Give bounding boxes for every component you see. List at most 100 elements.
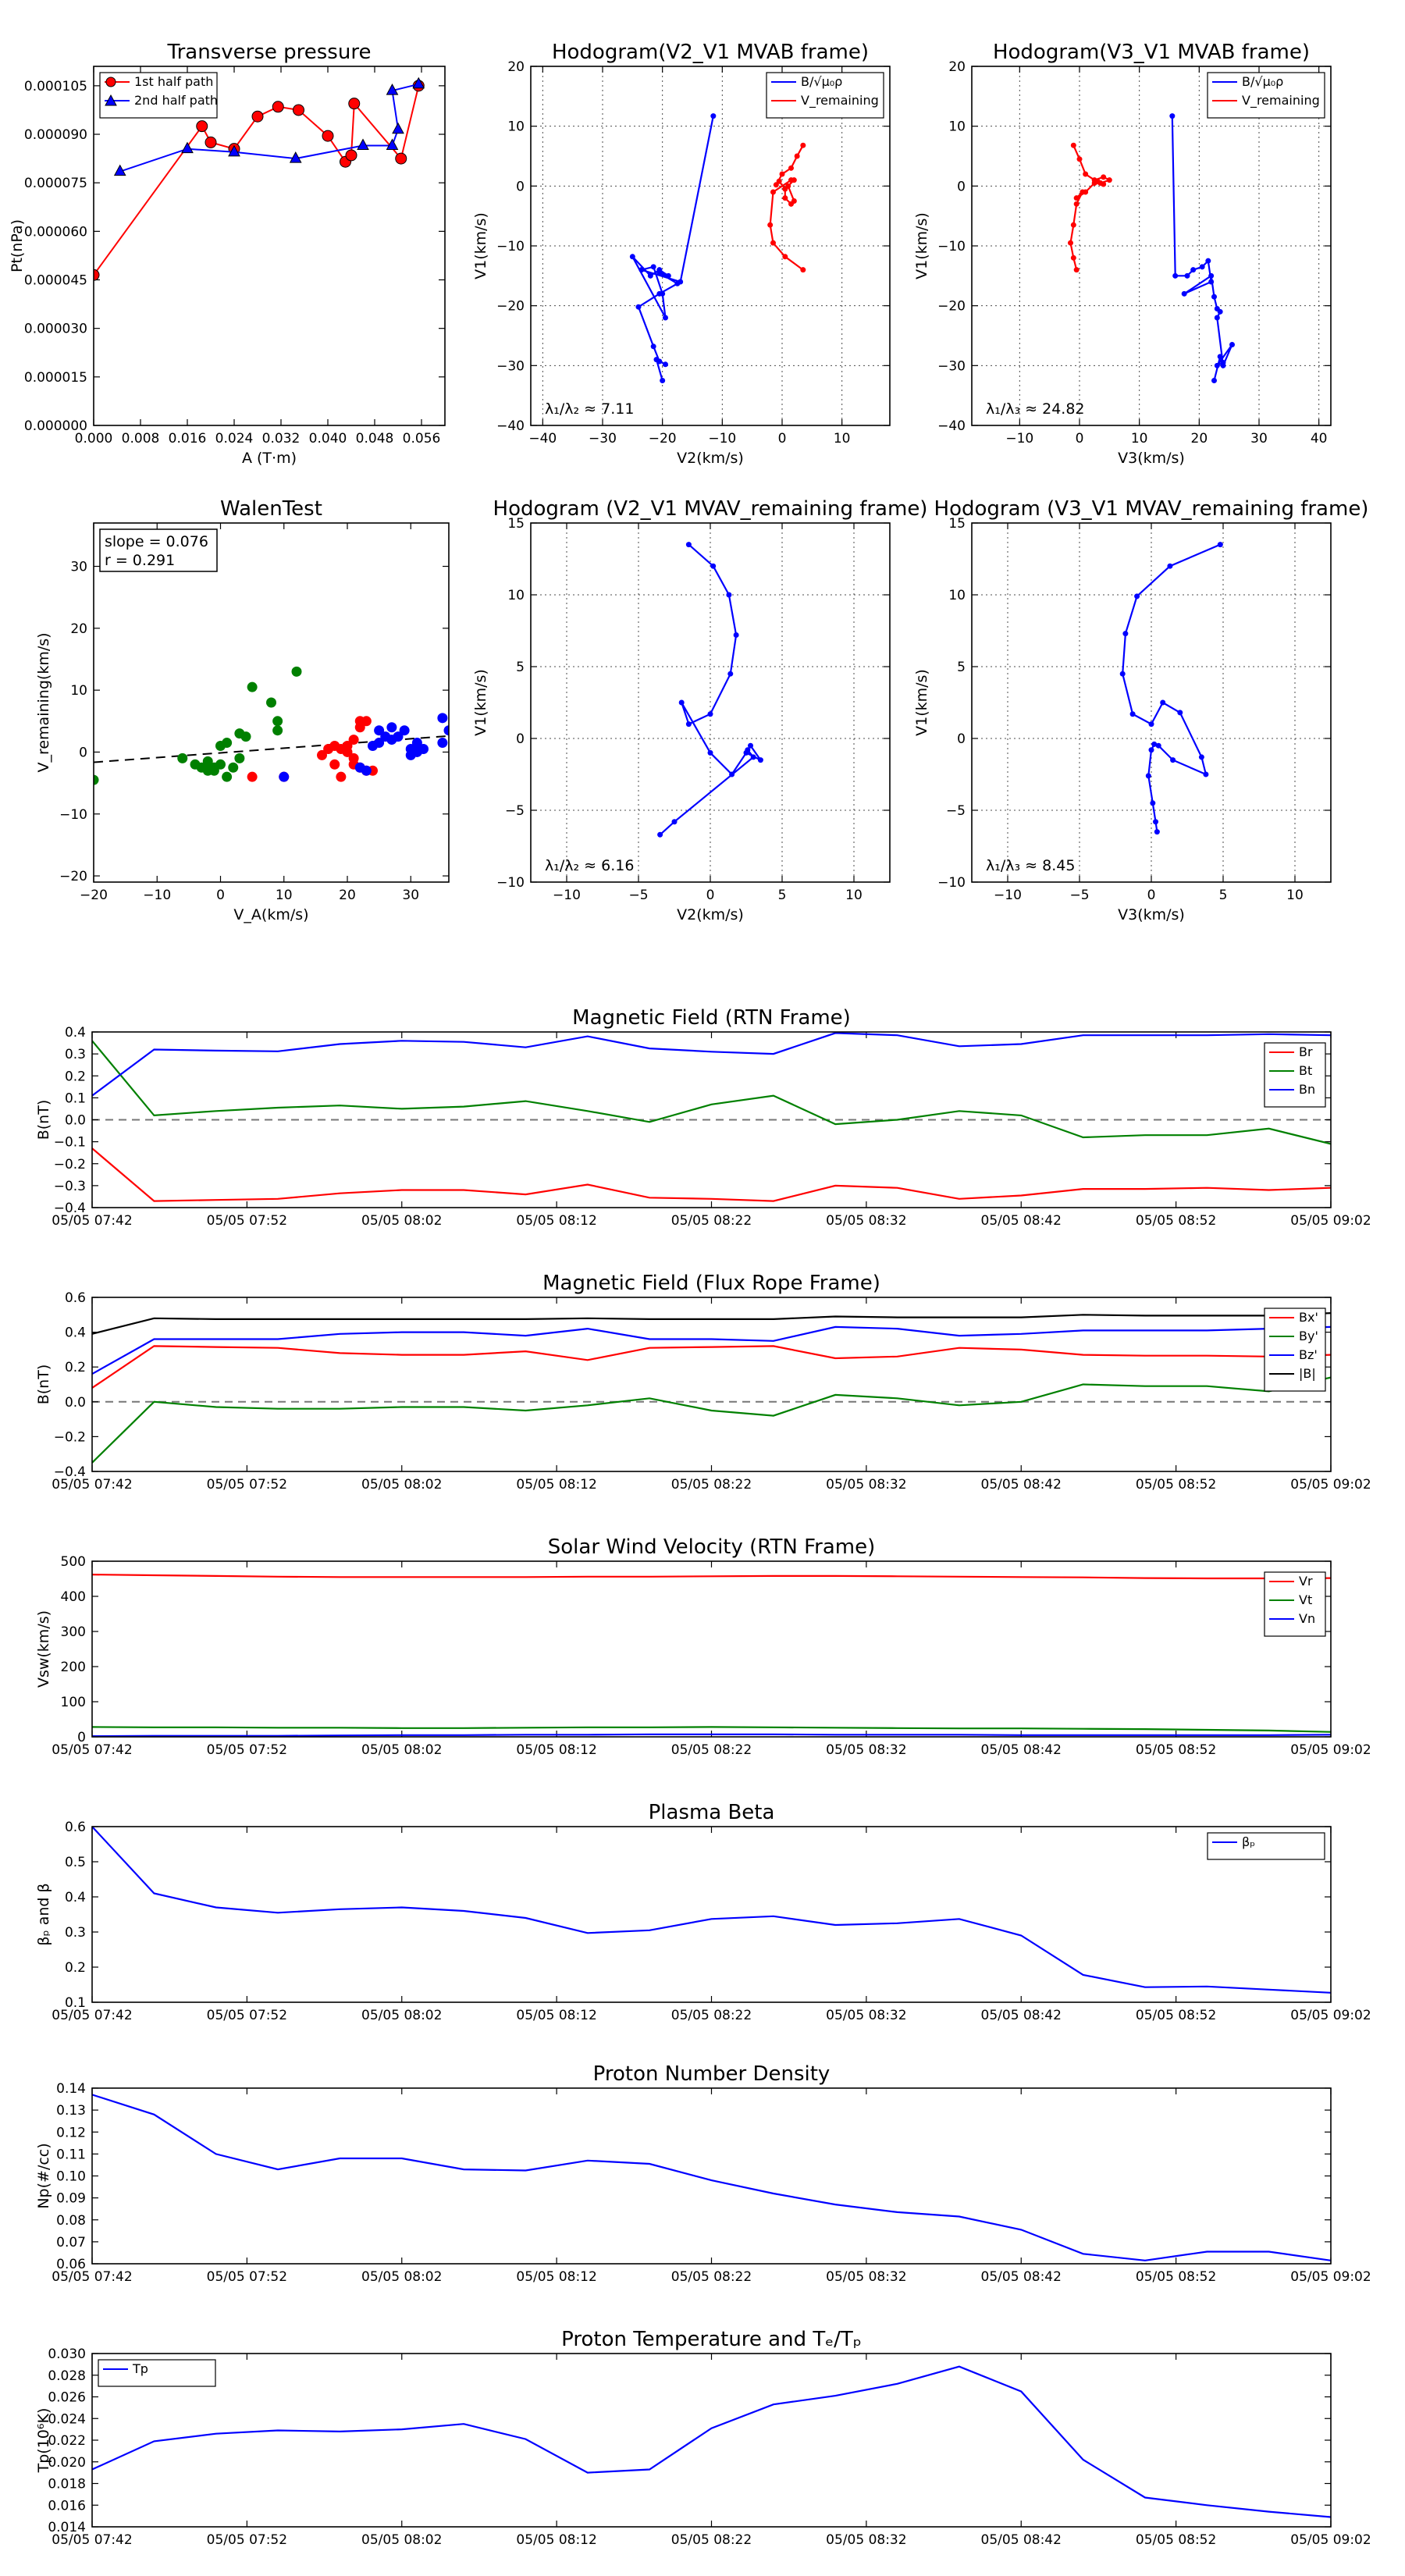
x-tick-label: 05/05 09:02 xyxy=(1290,1213,1371,1229)
data-point xyxy=(354,722,365,733)
data-point xyxy=(1106,177,1112,183)
chart-tp_t: 05/05 07:42 05/05 07:52 05/05 08:02 05/05 0… xyxy=(35,2328,1371,2548)
y-tick-label: −30 xyxy=(496,358,525,374)
chart-h2: −10 0 10 20 30 40 −40 −30 −20 −10 0 10 20 Hodogram(V3… xyxy=(913,41,1332,467)
data-point xyxy=(800,267,806,273)
series-line xyxy=(92,1827,1331,1994)
data-point xyxy=(1205,258,1211,264)
data-point xyxy=(272,725,283,736)
x-tick-label: 10 xyxy=(1286,888,1304,903)
eigenvalue-ratio: λ₁/λ₃ ≈ 24.82 xyxy=(986,400,1085,418)
data-point xyxy=(1134,593,1140,600)
y-tick-label: −20 xyxy=(496,299,525,315)
plot-area xyxy=(92,1312,1331,1464)
x-tick-label: 05/05 08:22 xyxy=(671,2532,752,2548)
y-axis-label: B(nT) xyxy=(35,1100,52,1140)
y-tick-label: 0.1 xyxy=(65,1995,86,2011)
data-point xyxy=(348,98,361,110)
chart-title: Transverse pressure xyxy=(167,41,372,64)
data-point xyxy=(1073,195,1080,201)
y-tick-label: 0 xyxy=(516,731,525,747)
data-point xyxy=(1151,741,1158,747)
legend-label: Bz' xyxy=(1299,1347,1318,1362)
plot-frame xyxy=(971,522,1332,883)
data-point xyxy=(782,254,788,260)
data-point xyxy=(653,357,660,363)
plot-frame xyxy=(530,66,891,426)
y-tick-label: 0.000075 xyxy=(24,176,87,191)
data-point xyxy=(181,141,194,154)
series-line xyxy=(92,1312,1331,1335)
data-point xyxy=(234,753,245,763)
x-axis-label: A (T·m) xyxy=(242,450,297,467)
data-point xyxy=(1145,773,1151,779)
data-point xyxy=(656,270,663,276)
legend-label: Vt xyxy=(1299,1592,1312,1607)
data-point xyxy=(767,222,774,228)
data-point xyxy=(1155,742,1161,749)
y-tick-label: 0 xyxy=(516,179,525,194)
legend-label: Bt xyxy=(1299,1063,1312,1078)
chart-vsw: 05/05 07:42 05/05 07:52 05/05 08:02 05/05 0… xyxy=(35,1535,1371,1758)
y-tick-label: −10 xyxy=(496,875,525,891)
y-tick-label: 0.3 xyxy=(65,1047,86,1062)
data-point xyxy=(726,592,732,598)
y-tick-label: 20 xyxy=(507,59,525,75)
legend-label: |B| xyxy=(1299,1366,1316,1381)
y-tick-label: 0.020 xyxy=(48,2455,86,2471)
data-point xyxy=(1073,267,1080,273)
y-tick-label: −10 xyxy=(937,875,966,891)
series-line xyxy=(1171,116,1233,381)
y-tick-label: −0.4 xyxy=(54,1201,86,1216)
data-point xyxy=(1211,294,1217,300)
data-point xyxy=(374,738,385,749)
x-tick-label: −10 xyxy=(994,888,1022,903)
y-axis-label: Tp(10⁶K) xyxy=(35,2408,52,2474)
chart-title: Hodogram(V3_V1 MVAB frame) xyxy=(993,41,1310,64)
legend-label: V_remaining xyxy=(1242,93,1320,109)
x-tick-label: 05/05 07:52 xyxy=(207,2269,287,2285)
data-point xyxy=(729,771,735,777)
y-tick-label: 0.09 xyxy=(56,2191,86,2207)
data-point xyxy=(345,149,357,162)
series-line xyxy=(92,1733,1331,1737)
chart-np: 05/05 07:42 05/05 07:52 05/05 08:02 05/05 0… xyxy=(35,2062,1371,2285)
y-tick-label: −10 xyxy=(59,807,87,823)
series-line xyxy=(92,1040,1331,1145)
data-point xyxy=(1160,699,1166,706)
x-tick-label: −40 xyxy=(528,431,557,447)
x-tick-label: 10 xyxy=(276,888,293,903)
y-axis-label: Pt(nPa) xyxy=(9,219,26,272)
data-point xyxy=(1070,254,1076,261)
y-axis-label: V1(km/s) xyxy=(913,669,930,736)
data-point xyxy=(770,240,776,246)
data-point xyxy=(399,725,410,736)
data-point xyxy=(1217,542,1223,548)
y-tick-label: −5 xyxy=(505,803,525,819)
x-tick-label: 10 xyxy=(1131,431,1148,447)
plot-frame xyxy=(91,1297,1332,1472)
chart-mag_rtn: 05/05 07:42 05/05 07:52 05/05 08:02 05/05 0… xyxy=(35,1006,1371,1229)
y-tick-label: 200 xyxy=(61,1660,86,1675)
data-point xyxy=(1172,272,1179,279)
data-point xyxy=(196,120,208,133)
y-tick-label: 0.2 xyxy=(65,1960,86,1976)
data-point xyxy=(1150,800,1156,806)
x-tick-label: 05/05 08:32 xyxy=(826,1742,906,1758)
series-line xyxy=(92,1376,1331,1464)
plot-area xyxy=(92,2365,1331,2518)
data-point xyxy=(418,743,429,754)
x-tick-label: 05/05 08:02 xyxy=(361,1213,442,1229)
data-point xyxy=(1076,156,1083,162)
data-point xyxy=(788,165,794,171)
data-point xyxy=(1220,360,1226,365)
x-tick-label: 10 xyxy=(834,431,851,447)
legend-box xyxy=(1264,1042,1326,1108)
data-point xyxy=(94,774,99,785)
y-tick-label: 0.000045 xyxy=(24,273,87,289)
plot-area xyxy=(1119,542,1223,835)
data-point xyxy=(336,771,347,782)
data-point xyxy=(1080,189,1086,195)
data-point xyxy=(240,731,251,742)
